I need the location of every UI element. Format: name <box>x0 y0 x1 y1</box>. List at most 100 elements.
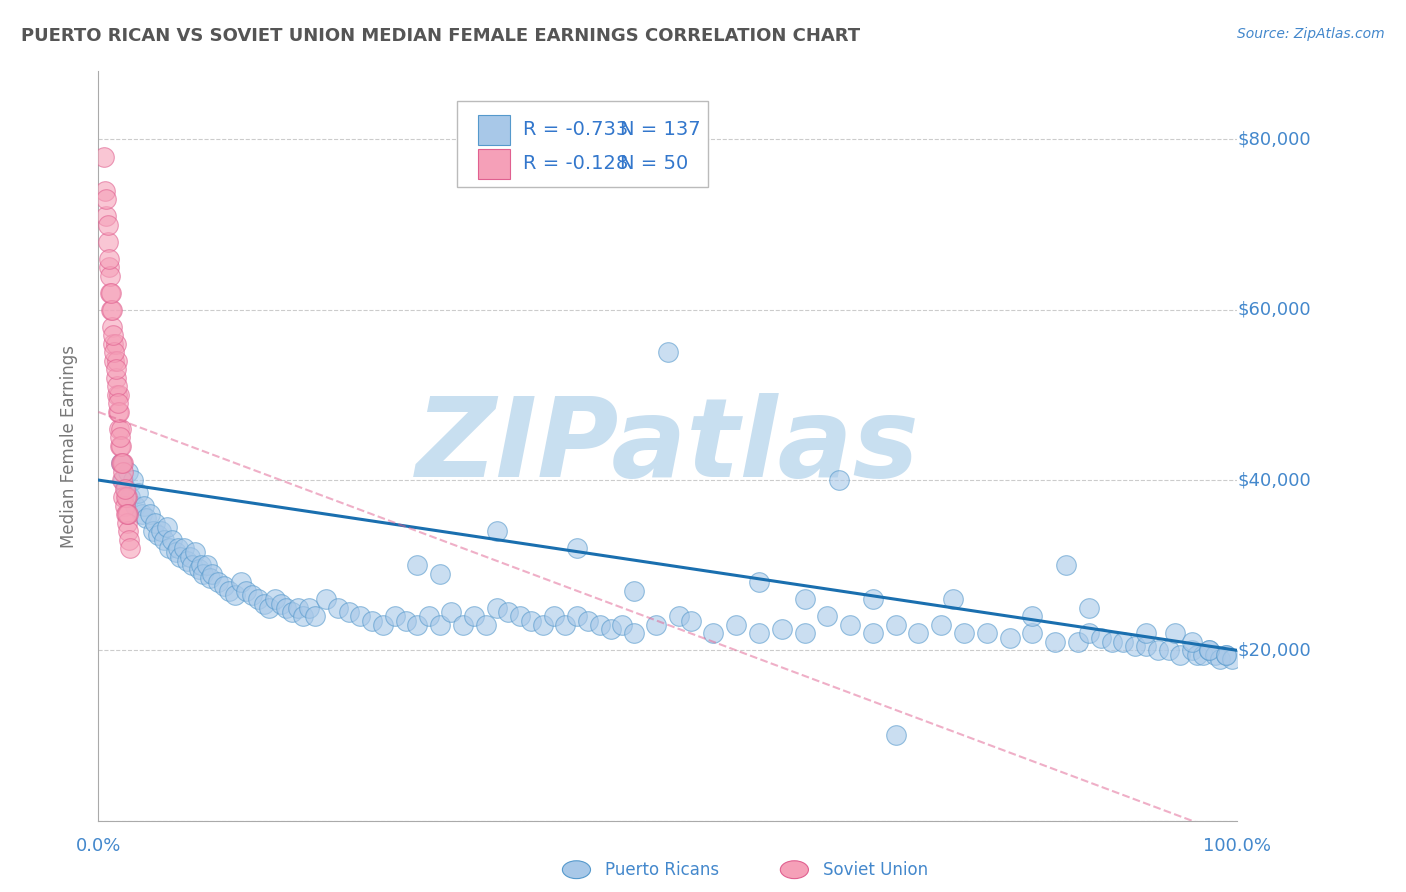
Point <box>498 605 520 619</box>
Point <box>429 617 451 632</box>
Point <box>281 605 304 619</box>
Point <box>132 499 155 513</box>
Point <box>623 626 645 640</box>
Point <box>839 617 862 632</box>
Point <box>94 184 117 198</box>
Point <box>1043 635 1066 649</box>
Point <box>1054 558 1078 573</box>
Point <box>793 626 815 640</box>
Point <box>451 617 474 632</box>
Point <box>531 617 554 632</box>
Point <box>207 575 229 590</box>
Point <box>815 609 838 624</box>
Point <box>98 285 121 300</box>
Point <box>998 631 1021 645</box>
Point <box>97 260 120 275</box>
Point <box>187 562 209 576</box>
Point <box>645 617 668 632</box>
Point <box>679 614 702 628</box>
Point <box>371 617 394 632</box>
Point <box>114 507 136 521</box>
Text: $80,000: $80,000 <box>1237 130 1310 148</box>
Point <box>167 541 190 556</box>
Point <box>112 456 135 470</box>
Point <box>349 609 371 624</box>
Point <box>218 583 240 598</box>
Point <box>131 507 153 521</box>
Point <box>190 558 212 573</box>
Point <box>793 592 815 607</box>
Point <box>165 545 187 559</box>
Point <box>117 524 139 538</box>
Point <box>612 617 634 632</box>
Point <box>440 605 463 619</box>
Point <box>121 473 143 487</box>
Point <box>101 319 124 334</box>
Point <box>1078 626 1101 640</box>
Text: Soviet Union: Soviet Union <box>823 861 928 879</box>
Point <box>486 600 509 615</box>
Point <box>98 268 121 283</box>
Point <box>100 285 122 300</box>
Point <box>179 549 201 564</box>
Text: $20,000: $20,000 <box>1237 641 1310 659</box>
Point <box>110 456 132 470</box>
Point <box>104 371 127 385</box>
Point <box>406 617 429 632</box>
Point <box>117 465 139 479</box>
Point <box>298 600 321 615</box>
Point <box>276 600 298 615</box>
Point <box>184 545 207 559</box>
FancyBboxPatch shape <box>478 115 509 145</box>
Y-axis label: Median Female Earnings: Median Female Earnings <box>59 344 77 548</box>
Point <box>486 524 509 538</box>
Point <box>1187 648 1209 662</box>
Point <box>884 729 907 743</box>
Point <box>112 473 135 487</box>
Point <box>157 541 180 556</box>
Point <box>107 405 129 419</box>
Point <box>156 520 179 534</box>
Point <box>114 490 136 504</box>
Point <box>97 252 120 266</box>
FancyBboxPatch shape <box>478 149 509 178</box>
Point <box>146 528 169 542</box>
Point <box>115 490 138 504</box>
Text: ZIPatlas: ZIPatlas <box>416 392 920 500</box>
Point <box>337 605 360 619</box>
Point <box>110 422 132 436</box>
Point <box>463 609 485 624</box>
Point <box>246 592 269 607</box>
Point <box>418 609 440 624</box>
Point <box>828 473 851 487</box>
Point <box>565 541 588 556</box>
Point <box>114 499 136 513</box>
Point <box>509 609 531 624</box>
Point <box>565 609 588 624</box>
Point <box>520 614 543 628</box>
Point <box>108 430 131 444</box>
Point <box>235 583 257 598</box>
Point <box>162 533 184 547</box>
Point <box>1021 609 1043 624</box>
Point <box>1192 648 1215 662</box>
Point <box>142 524 165 538</box>
Point <box>150 524 173 538</box>
Point <box>1135 626 1157 640</box>
Point <box>169 549 191 564</box>
Point <box>108 422 131 436</box>
Point <box>554 617 576 632</box>
Point <box>110 439 132 453</box>
Point <box>702 626 724 640</box>
Point <box>105 354 128 368</box>
Point <box>195 558 218 573</box>
Point <box>1215 648 1237 662</box>
Point <box>576 614 599 628</box>
Point <box>1157 643 1180 657</box>
Point <box>101 302 124 317</box>
Point <box>1101 635 1123 649</box>
Point <box>103 328 125 343</box>
Point <box>108 388 131 402</box>
Point <box>224 588 246 602</box>
Point <box>953 626 976 640</box>
